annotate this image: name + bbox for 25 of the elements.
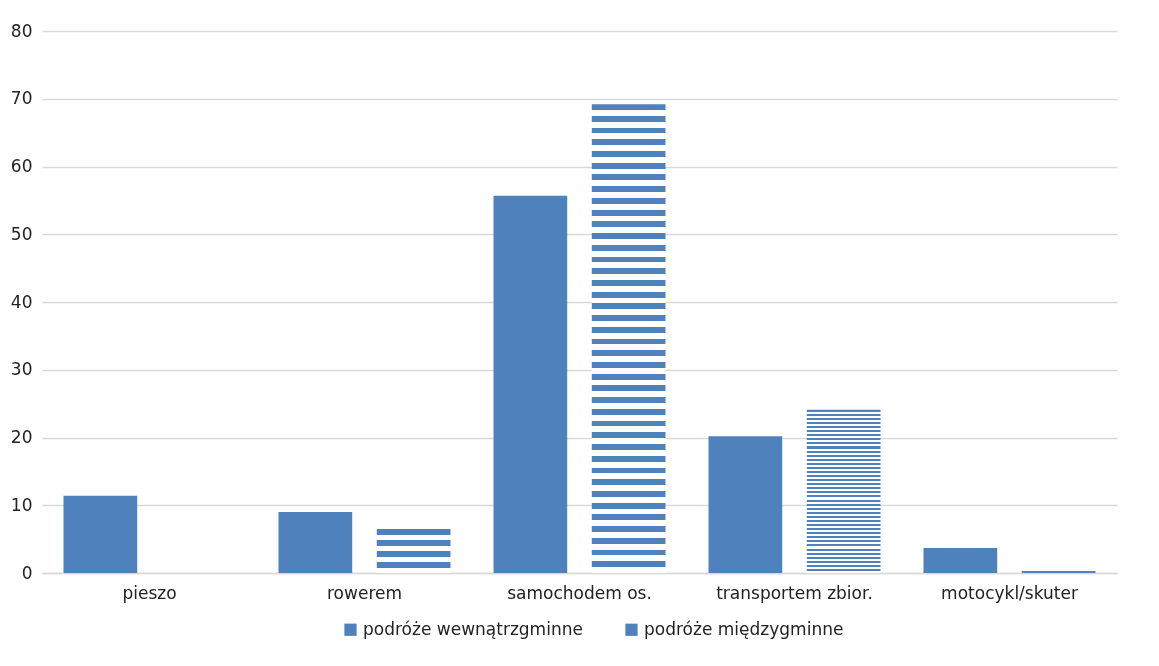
bar bbox=[806, 409, 881, 573]
legend-label: podróże wewnątrzgminne bbox=[363, 618, 583, 639]
y-tick-label: 20 bbox=[10, 427, 33, 447]
y-tick-label: 10 bbox=[10, 494, 33, 515]
y-tick-label: 70 bbox=[10, 88, 33, 109]
bar bbox=[708, 436, 783, 573]
x-tick-label: pieszo bbox=[122, 582, 177, 603]
bar bbox=[63, 495, 138, 573]
x-tick-label: rowerem bbox=[326, 582, 403, 603]
legend-label: podróże międzygminne bbox=[644, 618, 844, 639]
bar bbox=[376, 528, 451, 573]
bar bbox=[493, 195, 568, 573]
x-tick-label: samochodem os. bbox=[507, 582, 652, 603]
bar bbox=[278, 512, 353, 573]
y-tick-label: 60 bbox=[10, 156, 33, 176]
y-tick-label: 50 bbox=[10, 223, 33, 244]
x-tick-label: motocykl/skuter bbox=[941, 582, 1078, 603]
y-tick-label: 80 bbox=[10, 20, 33, 41]
y-tick-label: 30 bbox=[10, 359, 33, 380]
bar bbox=[1021, 570, 1096, 573]
bar bbox=[923, 547, 998, 573]
x-tick-label: transportem zbior. bbox=[716, 582, 873, 603]
bar bbox=[591, 104, 666, 573]
y-tick-label: 0 bbox=[21, 562, 33, 583]
y-tick-label: 40 bbox=[10, 291, 33, 312]
